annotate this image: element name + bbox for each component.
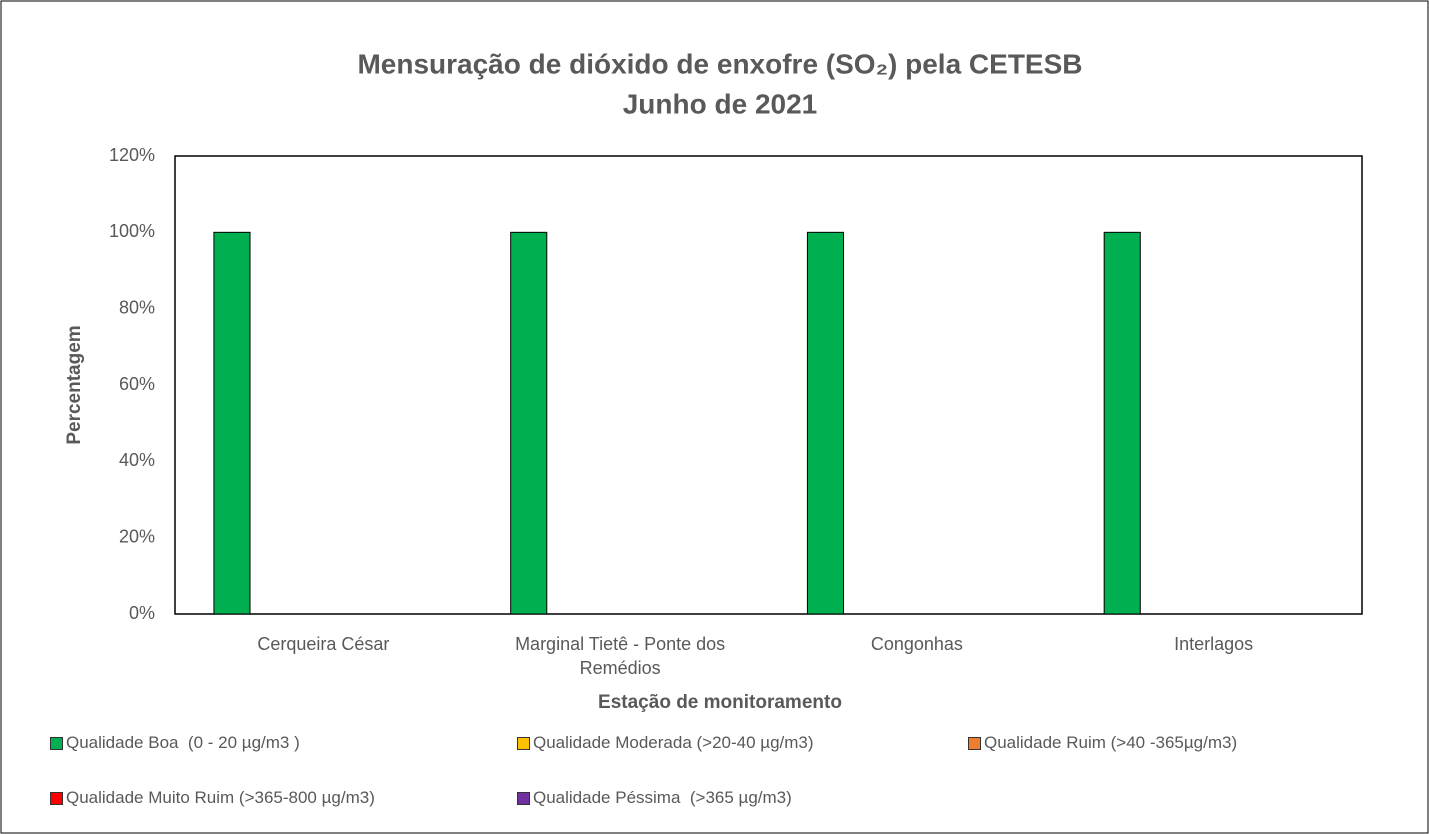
legend-item: Qualidade Péssima (>365 µg/m3) [517,788,792,808]
legend-swatch [517,736,530,750]
y-tick-label: 100% [109,221,155,241]
legend-swatch [517,791,530,805]
legend-item: Qualidade Muito Ruim (>365-800 µg/m3) [50,788,375,808]
x-tick-label: Marginal Tietê - Ponte dos Remédios [515,634,726,678]
x-tick-label: Congonhas [870,634,963,654]
plot-area [174,155,1363,615]
chart-subtitle: Junho de 2021 [623,88,818,119]
legend-swatch [968,736,981,750]
legend-label: Qualidade Boa (0 - 20 µg/m3 ) [66,733,300,752]
y-tick-label: 80% [119,297,155,317]
legend-item: Qualidade Moderada (>20-40 µg/m3) [517,733,814,753]
bar [510,231,548,615]
bar [1103,231,1141,615]
legend-label: Qualidade Ruim (>40 -365µg/m3) [984,733,1238,752]
y-tick-label: 0% [129,603,155,623]
legend-item: Qualidade Boa (0 - 20 µg/m3 ) [50,733,300,753]
y-tick-label: 40% [119,450,155,470]
legend-swatch [50,791,63,805]
x-tick-label: Interlagos [1174,634,1254,654]
legend-swatch [50,736,63,750]
x-axis-title: Estação de monitoramento [598,692,842,713]
legend-item: Qualidade Ruim (>40 -365µg/m3) [968,733,1237,753]
y-tick-label: 20% [119,526,155,546]
legend-label: Qualidade Muito Ruim (>365-800 µg/m3) [66,788,375,807]
bar [806,231,845,615]
x-tick-label: Cerqueira César [257,634,390,654]
y-axis-title: Percentagem [64,325,85,444]
legend-label: Qualidade Moderada (>20-40 µg/m3) [533,733,814,752]
y-tick-label: 120% [109,145,155,165]
bar [213,231,251,615]
chart-title: Mensuração de dióxido de enxofre (SO₂) p… [357,48,1082,79]
legend-label: Qualidade Péssima (>365 µg/m3) [533,788,792,807]
y-tick-label: 60% [119,374,155,394]
